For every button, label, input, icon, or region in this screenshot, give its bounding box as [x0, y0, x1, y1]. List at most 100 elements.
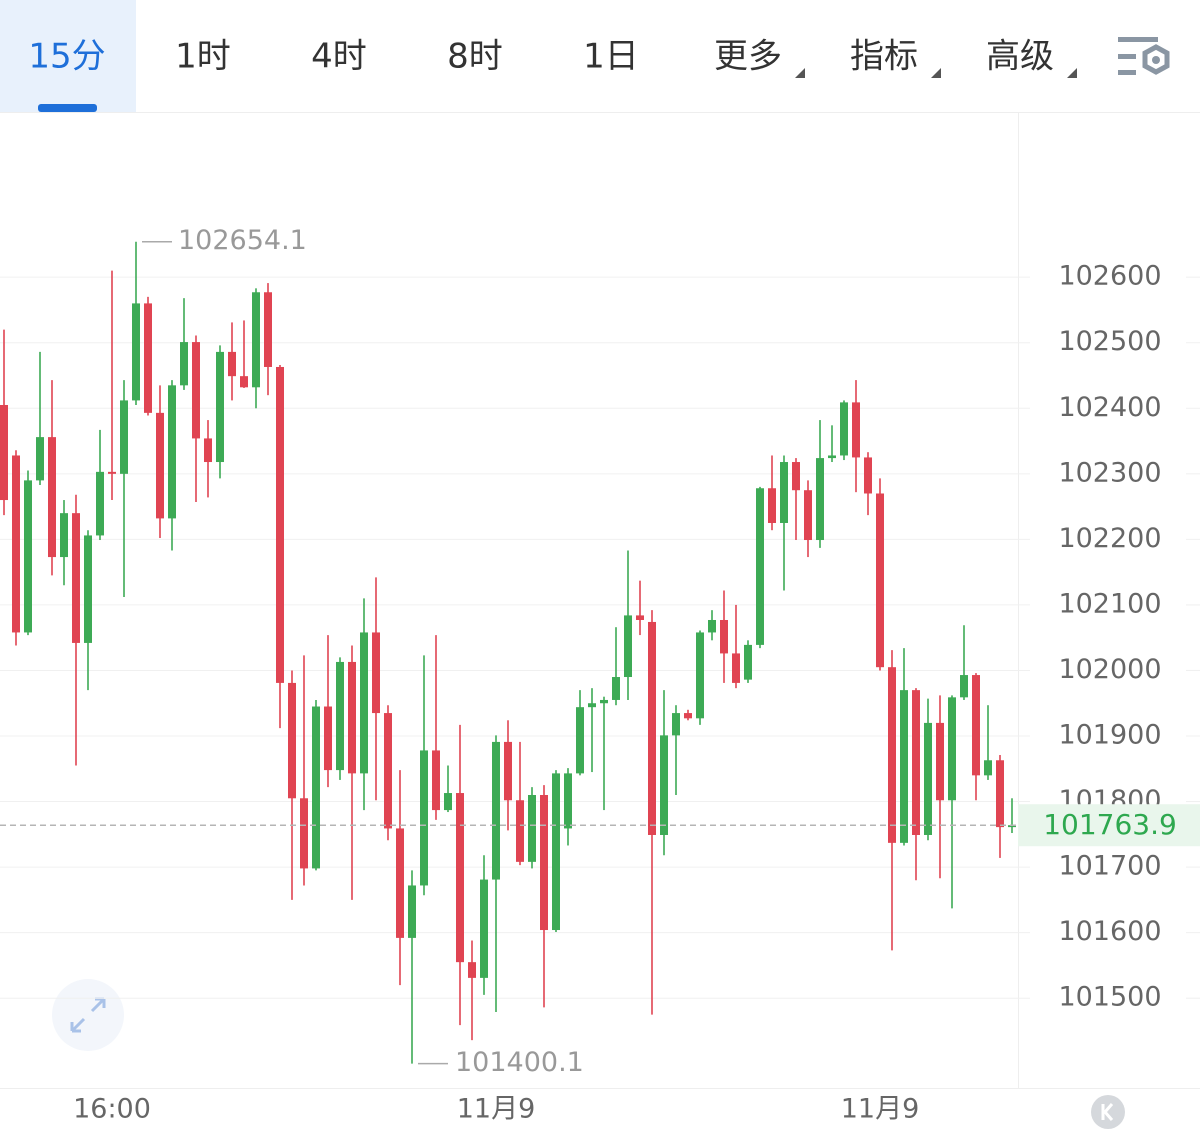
- candle-body: [276, 366, 284, 683]
- active-tab-underline: [38, 104, 97, 112]
- candle-body: [816, 458, 824, 541]
- icon-bar: [1118, 54, 1136, 59]
- tab[interactable]: 更多: [714, 37, 782, 77]
- candle-body: [720, 619, 728, 654]
- y-tick-label: 101500: [1058, 982, 1161, 1013]
- candle-body: [756, 488, 764, 645]
- candle-body: [156, 412, 164, 519]
- icon-bar: [1118, 70, 1136, 75]
- candle-body: [612, 677, 620, 700]
- k-bg: [1091, 1095, 1125, 1129]
- candle-body: [504, 741, 512, 801]
- icon-hex: [1142, 44, 1170, 75]
- candle-body: [744, 644, 752, 680]
- candle-body: [60, 513, 68, 558]
- tab[interactable]: 指标: [850, 37, 918, 77]
- k-button[interactable]: [1091, 1095, 1125, 1129]
- y-tick-label: 102300: [1058, 457, 1161, 488]
- candle-body: [108, 471, 116, 474]
- candle-body: [564, 773, 572, 829]
- tab[interactable]: 1时: [175, 37, 231, 77]
- candle-body: [528, 795, 536, 862]
- candle-body: [732, 653, 740, 683]
- candle-body: [348, 661, 356, 774]
- candle-body: [492, 741, 500, 880]
- candle-body: [456, 793, 464, 963]
- candle-body: [336, 661, 344, 771]
- candle-body: [300, 798, 308, 869]
- candle-body: [240, 376, 248, 388]
- candle-body: [228, 351, 236, 377]
- candle-body: [840, 402, 848, 456]
- dropdown-arrow: [931, 68, 941, 78]
- y-tick-label: 102100: [1058, 588, 1161, 619]
- expand-icon: [70, 997, 106, 1033]
- candle-body: [960, 675, 968, 698]
- y-tick-label: 102200: [1058, 523, 1161, 554]
- candle-body: [384, 713, 392, 829]
- candle-body: [948, 697, 956, 801]
- tab[interactable]: 15分: [28, 37, 105, 77]
- candle-body: [672, 713, 680, 736]
- candle-body: [12, 455, 20, 633]
- x-tick-label: 11月9: [457, 1094, 536, 1125]
- candle-body: [588, 703, 596, 708]
- candle-body: [468, 962, 476, 978]
- candle-body: [708, 619, 716, 633]
- candle-body: [132, 303, 140, 401]
- candle-body: [216, 351, 224, 463]
- settings-icon[interactable]: [1118, 37, 1170, 75]
- candle-body: [408, 885, 416, 938]
- candle-body: [852, 402, 860, 458]
- candle-body: [288, 682, 296, 799]
- candle-body: [684, 713, 692, 719]
- candle-body: [24, 480, 32, 633]
- y-tick-label: 101900: [1058, 720, 1161, 751]
- candle-body: [516, 800, 524, 862]
- icon-bar: [1118, 37, 1158, 42]
- y-tick-label: 101700: [1058, 851, 1161, 882]
- expand-button[interactable]: [52, 979, 124, 1051]
- candle-body: [864, 457, 872, 494]
- candle-body: [1008, 825, 1016, 828]
- active-tab-bg: [0, 0, 136, 112]
- last-price-box: [1018, 804, 1200, 847]
- candle-body: [636, 615, 644, 620]
- x-tick-label: 11月9: [841, 1094, 920, 1125]
- candle-body: [120, 400, 128, 474]
- candle-body: [372, 632, 380, 714]
- y-tick-label: 102000: [1058, 654, 1161, 685]
- candle-body: [804, 490, 812, 541]
- dropdown-arrow: [1067, 68, 1077, 78]
- y-tick-label: 101600: [1058, 916, 1161, 947]
- tab[interactable]: 高级: [986, 37, 1054, 77]
- candle-body: [924, 722, 932, 835]
- candle-body: [396, 828, 404, 938]
- candle-body: [828, 455, 836, 459]
- candle-body: [996, 760, 1004, 828]
- candle-body: [192, 342, 200, 439]
- candle-body: [540, 795, 548, 931]
- candle-body: [624, 615, 632, 678]
- candle-body: [48, 437, 56, 558]
- icon-dot: [1152, 56, 1160, 64]
- dropdown-arrow: [795, 68, 805, 78]
- tab[interactable]: 4时: [311, 37, 367, 77]
- candle-body: [444, 793, 452, 811]
- tab[interactable]: 8时: [447, 37, 503, 77]
- candle-body: [324, 706, 332, 771]
- candle-body: [180, 342, 188, 386]
- candle-body: [552, 773, 560, 931]
- y-tick-label: 102400: [1058, 392, 1161, 423]
- candle-body: [888, 667, 896, 843]
- candle-body: [660, 735, 668, 835]
- expand-bg: [52, 979, 124, 1051]
- max-label: 102654.1: [178, 225, 307, 256]
- y-tick-label: 102600: [1058, 261, 1161, 292]
- min-label: 101400.1: [455, 1047, 584, 1078]
- y-tick-label: 102500: [1058, 326, 1161, 357]
- candle-body: [264, 292, 272, 367]
- tab[interactable]: 1日: [583, 37, 639, 77]
